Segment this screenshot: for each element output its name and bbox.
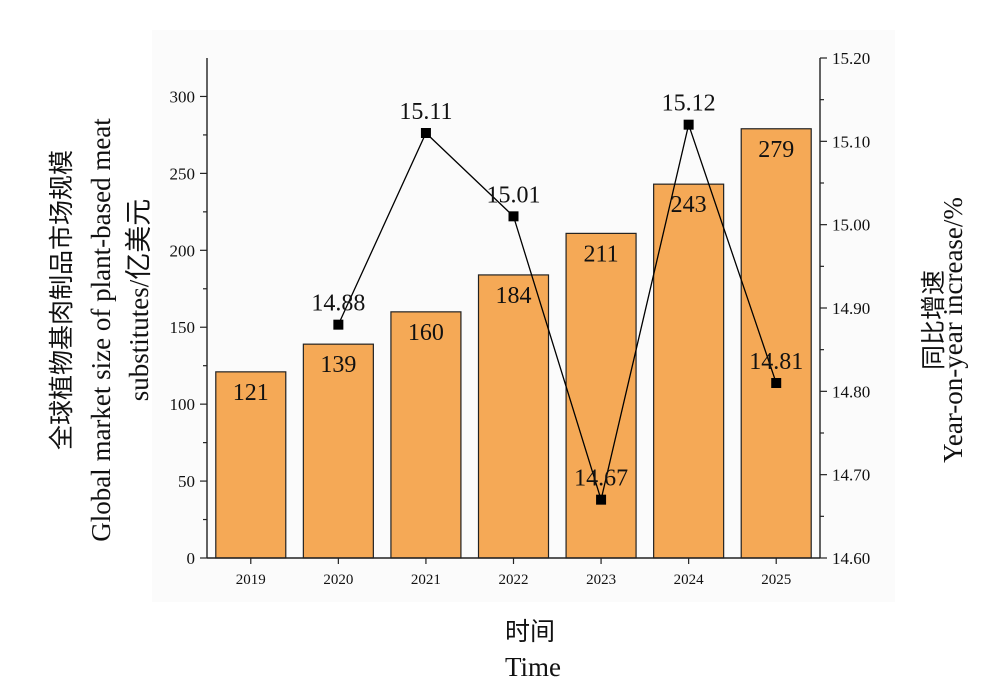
y-tick-label-right: 14.70	[832, 466, 870, 485]
y-tick-label-left: 0	[187, 549, 196, 568]
y-tick-label-right: 15.00	[832, 216, 870, 235]
y-axis-title-left-en-1: Global market size of plant-based meat	[86, 118, 116, 542]
line-value-label: 15.01	[487, 182, 541, 208]
x-tick-label: 2025	[761, 572, 791, 588]
bar	[653, 183, 725, 559]
y-tick-label-left: 200	[170, 241, 196, 260]
y-tick-label-left: 300	[170, 87, 196, 106]
line-point-marker	[420, 128, 431, 138]
y-tick-label-right: 14.90	[832, 299, 870, 318]
line-point-marker	[771, 378, 782, 388]
bar	[740, 128, 812, 559]
y-tick-label-left: 150	[170, 318, 196, 337]
y-axis-title-right-en: Year-on-year increase/%	[938, 197, 968, 463]
x-axis-title-en: Time	[505, 652, 561, 682]
x-tick-label: 2020	[323, 572, 353, 588]
line-point-marker	[333, 319, 344, 330]
bar	[302, 343, 374, 559]
axes: 0 50 100 150 200 250 300 14.60 14.70 14.80 14.90 15…	[170, 49, 871, 588]
bar-value-label: 211	[584, 241, 619, 267]
y-axis-title-right-cn: 同比增速	[919, 270, 948, 370]
x-tick-label: 2021	[411, 572, 441, 588]
bar-value-label: 121	[233, 380, 269, 406]
y-axis-title-left-cn: 全球植物基肉制品市场规模	[47, 150, 76, 450]
y-tick-label-right: 15.20	[832, 49, 870, 68]
x-axis-title-cn: 时间	[505, 617, 555, 646]
line-point-marker	[596, 494, 607, 505]
bar	[477, 274, 550, 559]
bar-series: 121 139 160 184 211 243 279	[215, 128, 812, 559]
line-series: 14.88 15.11 15.01 14.67 15.12 14.81	[311, 91, 803, 505]
line-value-label: 15.12	[662, 91, 716, 117]
x-tick-label: 2023	[586, 572, 616, 588]
trend-line	[337, 122, 777, 503]
y-tick-label-left: 250	[170, 164, 196, 183]
x-tick-label: 2022	[499, 572, 529, 588]
bar	[215, 371, 287, 559]
x-tick-label: 2024	[674, 572, 705, 588]
y-tick-label-right: 15.10	[832, 132, 870, 151]
bar-value-label: 279	[758, 137, 794, 163]
line-point-marker	[683, 119, 694, 130]
bar-value-label: 184	[496, 283, 532, 309]
line-point-marker	[508, 211, 519, 222]
bar-value-label: 139	[320, 352, 356, 378]
y-tick-label-left: 100	[170, 395, 196, 414]
line-value-label: 15.11	[399, 99, 452, 125]
x-tick-label: 2019	[236, 572, 266, 588]
bar-value-label: 160	[408, 320, 444, 346]
bar-value-label: 243	[671, 192, 707, 218]
y-tick-label-right: 14.60	[832, 549, 870, 568]
line-value-label: 14.67	[574, 466, 628, 492]
y-axis-title-left-en-2: substitutes/亿美元	[124, 199, 154, 402]
y-tick-label-left: 50	[178, 472, 195, 491]
line-value-label: 14.88	[311, 291, 365, 317]
bar	[390, 311, 462, 559]
line-value-label: 14.81	[749, 349, 803, 375]
y-tick-label-right: 14.80	[832, 382, 870, 401]
